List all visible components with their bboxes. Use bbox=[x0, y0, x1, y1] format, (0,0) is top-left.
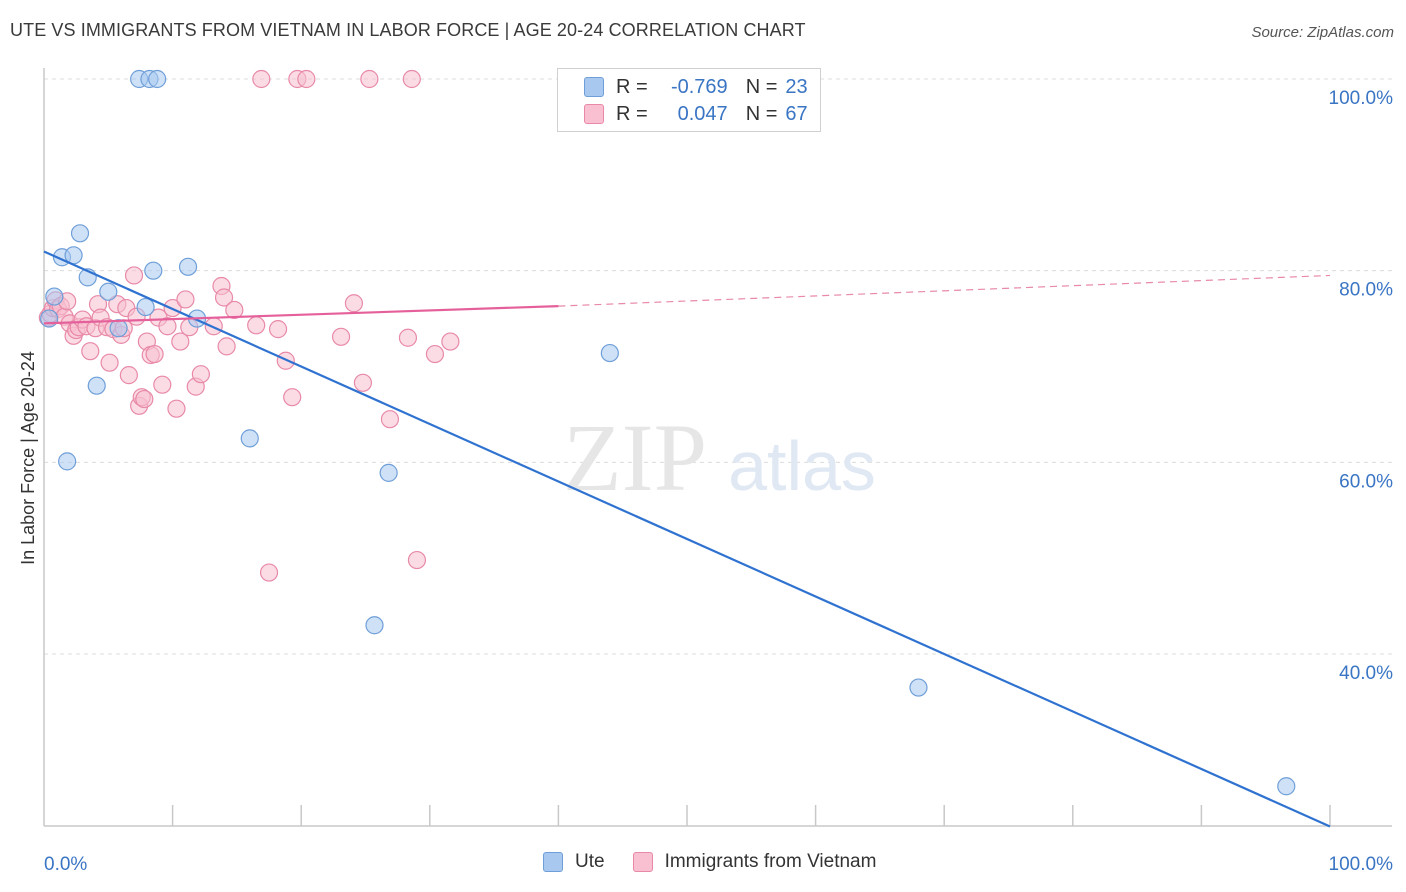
vietnam-point bbox=[380, 410, 400, 429]
vietnam-point bbox=[283, 388, 302, 407]
vietnam-point bbox=[153, 375, 172, 394]
legend-r-value: -0.769 bbox=[670, 75, 728, 98]
vietnam-point bbox=[124, 266, 144, 285]
legend-n-value: 67 bbox=[785, 102, 808, 125]
vietnam-point bbox=[259, 563, 279, 582]
vietnam-trend-line bbox=[43, 305, 559, 325]
ute-point bbox=[40, 309, 59, 328]
legend-item-vietnam[interactable]: Immigrants from Vietnam bbox=[632, 851, 877, 873]
legend-r-label: R = bbox=[616, 75, 648, 98]
legend-swatch-vietnam bbox=[584, 104, 604, 124]
watermark-zip: ZIP bbox=[563, 404, 707, 511]
data-points bbox=[38, 69, 1296, 796]
legend-r-label: R = bbox=[616, 102, 648, 125]
vietnam-point bbox=[268, 320, 288, 339]
ute-point bbox=[70, 224, 90, 243]
legend-swatch-ute bbox=[543, 852, 563, 872]
vietnam-point bbox=[158, 317, 177, 336]
watermark-atlas: atlas bbox=[728, 427, 876, 505]
vietnam-point bbox=[402, 69, 421, 89]
ute-point bbox=[365, 616, 384, 635]
vietnam-point bbox=[247, 316, 266, 335]
y-tick-label: 60.0% bbox=[1339, 471, 1393, 492]
vietnam-point bbox=[167, 399, 186, 418]
vietnam-point bbox=[145, 344, 164, 364]
legend-swatch-vietnam bbox=[632, 852, 653, 872]
legend-row-ute: R = -0.769 N = 23 bbox=[584, 73, 808, 101]
y-tick-label: 40.0% bbox=[1339, 663, 1393, 684]
chart-title: UTE VS IMMIGRANTS FROM VIETNAM IN LABOR … bbox=[10, 20, 806, 40]
vietnam-point bbox=[407, 550, 427, 570]
legend-swatch-ute bbox=[584, 77, 604, 97]
watermark: ZIP atlas bbox=[563, 404, 876, 511]
legend-label-ute: Ute bbox=[575, 851, 605, 872]
ute-trend-line bbox=[43, 250, 1331, 828]
y-tick-label: 100.0% bbox=[1329, 88, 1394, 109]
ute-point bbox=[909, 678, 928, 697]
ute-point bbox=[379, 463, 398, 482]
axes bbox=[43, 68, 1392, 827]
vietnam-point bbox=[214, 288, 234, 307]
legend-n-value: 23 bbox=[785, 75, 808, 98]
ute-point bbox=[99, 282, 118, 301]
vietnam-point bbox=[425, 344, 445, 364]
vietnam-point bbox=[353, 373, 373, 392]
legend-label-vietnam: Immigrants from Vietnam bbox=[664, 851, 877, 872]
legend-n-label: N = bbox=[745, 75, 778, 98]
vietnam-point bbox=[360, 69, 379, 89]
trend-lines bbox=[43, 250, 1331, 828]
vietnam-point bbox=[81, 342, 100, 361]
x-tick-label: 0.0% bbox=[44, 854, 87, 875]
vietnam-point bbox=[176, 290, 195, 309]
x-tick-label: 100.0% bbox=[1329, 854, 1394, 875]
vietnam-point bbox=[331, 327, 351, 346]
ute-point bbox=[148, 69, 167, 89]
ute-point bbox=[144, 261, 163, 280]
legend-r-value: 0.047 bbox=[677, 102, 728, 125]
ute-point bbox=[109, 319, 128, 338]
vietnam-point bbox=[119, 366, 138, 385]
y-tick-label: 80.0% bbox=[1339, 280, 1393, 301]
ute-point bbox=[45, 287, 64, 306]
stats-legend: R = -0.769 N = 23 R = 0.047 N = 67 bbox=[557, 68, 821, 132]
vietnam-point bbox=[217, 337, 236, 356]
vietnam-point bbox=[135, 389, 154, 409]
ute-point bbox=[600, 343, 619, 363]
vietnam-point bbox=[191, 365, 210, 384]
ute-point bbox=[240, 429, 259, 448]
y-axis-label: In Labor Force | Age 20-24 bbox=[18, 351, 38, 565]
legend-n-label: N = bbox=[745, 102, 778, 125]
vietnam-point bbox=[398, 328, 418, 347]
vietnam-point bbox=[171, 332, 190, 351]
vietnam-point bbox=[225, 300, 244, 320]
vietnam-trend-extension bbox=[558, 274, 1331, 307]
ute-point bbox=[136, 297, 155, 317]
vietnam-point bbox=[252, 69, 271, 89]
grid-lines bbox=[44, 78, 1392, 655]
series-legend: Ute Immigrants from Vietnam bbox=[543, 851, 904, 873]
legend-row-vietnam: R = 0.047 N = 67 bbox=[584, 100, 808, 128]
ute-point bbox=[178, 257, 198, 276]
tick-labels: 100.0% 80.0% 60.0% 40.0% 0.0% 100.0% bbox=[44, 88, 1393, 875]
ute-point bbox=[87, 376, 106, 395]
vietnam-point bbox=[344, 294, 364, 313]
legend-item-ute[interactable]: Ute bbox=[543, 851, 605, 873]
ute-point bbox=[1277, 777, 1296, 796]
source-label: Source: ZipAtlas.com bbox=[1251, 24, 1394, 41]
vietnam-point bbox=[100, 353, 119, 372]
vietnam-point bbox=[297, 69, 316, 89]
vietnam-point bbox=[441, 332, 460, 351]
ute-point bbox=[58, 452, 77, 471]
